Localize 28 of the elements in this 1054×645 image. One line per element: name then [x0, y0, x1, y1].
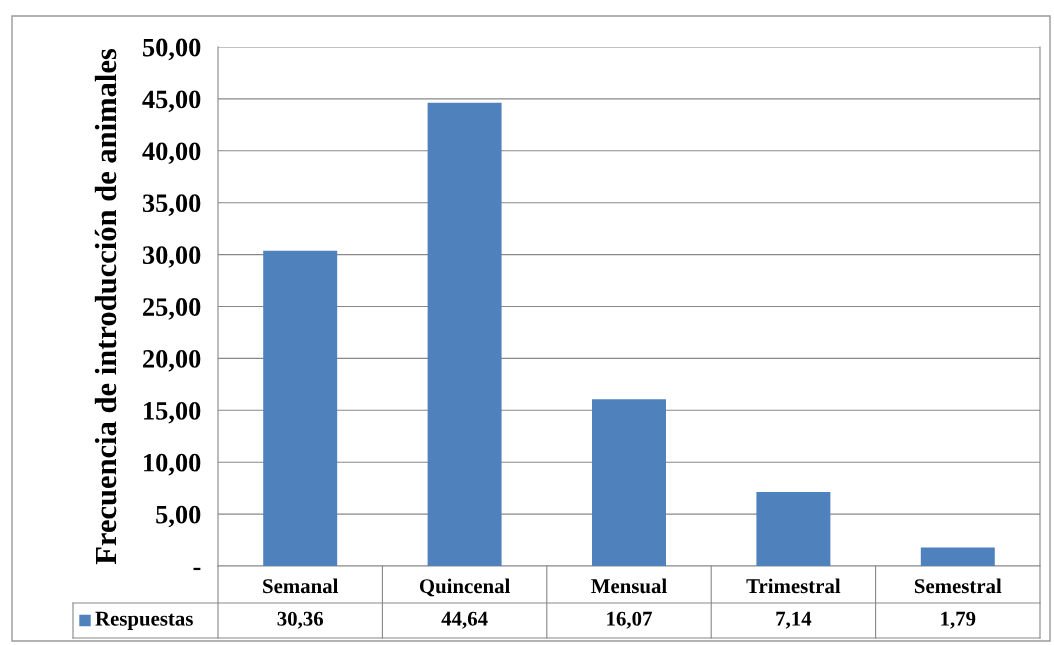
bar	[920, 547, 995, 566]
y-tick-label: 10,00	[144, 453, 201, 476]
y-tick-label: 45,00	[142, 90, 201, 113]
data-label: 16,07	[607, 611, 652, 629]
y-tick-label: 30,00	[142, 246, 201, 268]
data-label: 44,64	[441, 611, 488, 629]
x-tick-label: Mensual	[591, 578, 667, 594]
y-tick-label: 20,00	[143, 350, 201, 372]
legend-label: Respuestas	[95, 611, 193, 630]
y-tick-label: 15,00	[144, 401, 201, 424]
y-tick-label: 40,00	[142, 142, 201, 165]
x-tick-label: Semestral	[914, 578, 1002, 594]
y-tick-label: 35,00	[142, 194, 201, 216]
bar	[592, 399, 666, 566]
data-label: 30,36	[277, 611, 324, 629]
y-tick-label: 5,00	[156, 505, 201, 528]
y-tick-label: 50,00	[143, 38, 201, 61]
y-axis-title: Frecuencia de introducción de animales	[94, 48, 117, 565]
x-tick-label: Trimestral	[746, 578, 841, 594]
x-tick-label: Quincenal	[419, 578, 510, 597]
bar	[756, 491, 831, 566]
x-tick-label: Semanal	[263, 578, 339, 594]
data-label: 1,79	[941, 611, 976, 629]
bar	[427, 102, 502, 566]
y-tick-label: -	[193, 567, 201, 571]
y-tick-label: 25,00	[143, 298, 201, 320]
data-label: 7,14	[776, 611, 812, 629]
bar	[263, 250, 338, 566]
